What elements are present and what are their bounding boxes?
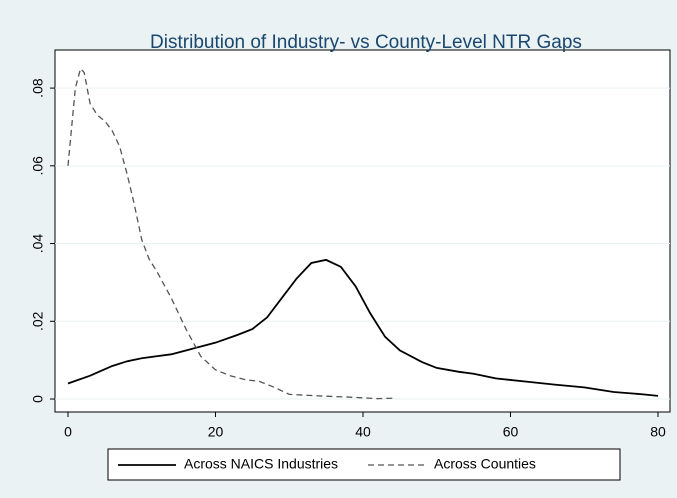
y-tick-label: .02 <box>30 311 46 331</box>
legend-label: Across Counties <box>434 456 536 472</box>
x-tick-label: 80 <box>650 424 666 440</box>
legend-box <box>107 448 621 481</box>
legend-label: Across NAICS Industries <box>184 456 338 472</box>
x-tick-label: 20 <box>208 424 224 440</box>
plot-area <box>54 49 671 413</box>
y-tick-label: .08 <box>30 78 46 98</box>
series-line <box>67 258 659 397</box>
y-tick-label: .04 <box>30 234 46 254</box>
y-tick-label: .06 <box>30 156 46 176</box>
x-tick-label: 0 <box>64 424 72 440</box>
series-line <box>67 67 393 400</box>
y-tick-label: 0 <box>30 395 46 403</box>
x-tick-label: 60 <box>503 424 519 440</box>
chart-title: Distribution of Industry- vs County-Leve… <box>150 32 582 53</box>
x-tick-label: 40 <box>355 424 371 440</box>
